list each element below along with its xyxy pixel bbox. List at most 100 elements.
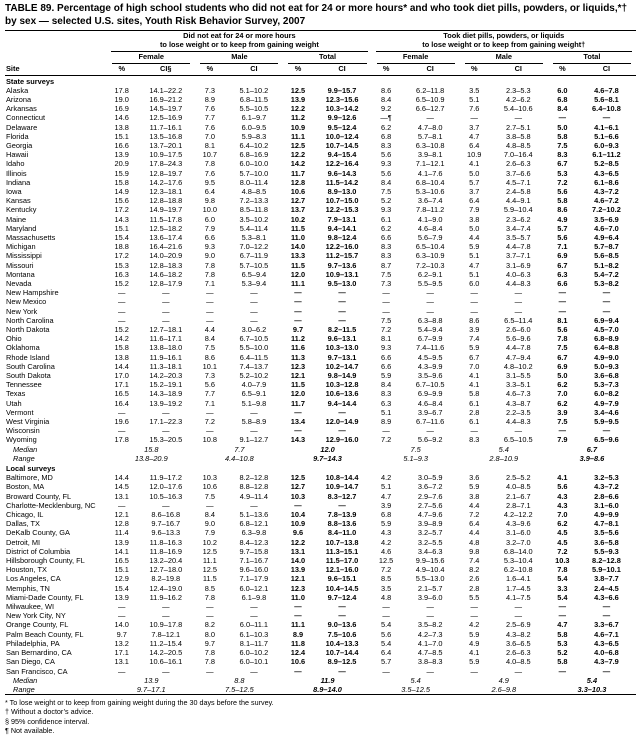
table-row: South Dakota 17.0 14.2–20.3 7.3 5.2–10.2 12.1… bbox=[5, 371, 636, 380]
male-header-2: Male bbox=[460, 52, 548, 64]
value-cell: 9.8 bbox=[204, 196, 215, 206]
table-row: Illinois 15.9 12.8–19.7 7.6 5.7–10.0 11.7 9.6–… bbox=[5, 169, 636, 178]
value-cell: 8.9 bbox=[204, 94, 215, 104]
value-cell: 10.1 bbox=[202, 361, 218, 371]
value-cell: 14.2 bbox=[114, 334, 129, 344]
value-cell: 6.0–9.5 bbox=[241, 122, 267, 132]
value-cell: 15.6 bbox=[114, 196, 129, 206]
value-cell: 7.4 bbox=[469, 334, 480, 344]
value-cell: 11.9–16.1 bbox=[149, 352, 182, 362]
value-cell: 6.0 bbox=[204, 214, 215, 224]
value-cell: 13.7 bbox=[290, 205, 306, 215]
value-cell: 4.1–6.1 bbox=[594, 122, 619, 132]
value-cell: 12.7–18.0 bbox=[149, 565, 183, 575]
value-cell: 5.6 bbox=[380, 629, 392, 639]
value-cell: — bbox=[250, 315, 258, 325]
measure-header-row: % CI§ % CI % CI % CI % CI % CI bbox=[5, 63, 636, 76]
value-cell: 3.9–6.0 bbox=[417, 592, 443, 602]
table-row: San Francisco, CA — — — — — — — — — — — — bbox=[5, 667, 636, 676]
section-title: Local surveys bbox=[6, 464, 56, 474]
value-cell: 20.9 bbox=[114, 159, 129, 169]
group1-line1: Did not eat for 24 or more hours bbox=[183, 31, 296, 40]
table-row: Milwaukee, WI — — — — — — — — — — — — bbox=[5, 602, 636, 611]
group-header-dietpills: Took diet pills, powders, or liquids to … bbox=[372, 31, 636, 52]
site-name: Utah bbox=[6, 398, 22, 408]
value-cell: 6.8 bbox=[380, 510, 392, 520]
value-cell: 12.5 bbox=[202, 565, 218, 575]
value-cell: — bbox=[162, 297, 170, 307]
value-cell: 7.4–13.7 bbox=[239, 361, 269, 371]
value-cell: 3.2–7.0 bbox=[505, 537, 531, 547]
value-cell: 12.8–18.3 bbox=[149, 260, 183, 270]
site-name: New Hampshire bbox=[6, 288, 59, 298]
value-cell: 5.2 bbox=[380, 196, 392, 206]
value-cell: 6.1–10.3 bbox=[239, 629, 269, 639]
site-name: Maryland bbox=[6, 223, 37, 233]
stat-value: 4.4–10.8 bbox=[225, 453, 254, 463]
table-row: Maryland 15.1 12.5–18.2 7.9 5.4–11.4 11.5 9.4–… bbox=[5, 224, 636, 233]
value-cell: 5.0 bbox=[469, 168, 480, 178]
value-cell: 2.7–5.1 bbox=[505, 122, 531, 132]
value-cell: 4.5–9.5 bbox=[417, 352, 443, 362]
ci-header: CI bbox=[224, 63, 284, 76]
value-cell: 8.2–12.8 bbox=[592, 556, 621, 566]
value-cell: 4.9–9.0 bbox=[594, 352, 619, 362]
value-cell: 4.3–9.6 bbox=[505, 519, 531, 529]
value-cell: 15.2 bbox=[114, 324, 129, 334]
table-row: North Dakota 15.2 12.7–18.1 4.4 3.0–6.2 9.7 8.… bbox=[5, 325, 636, 334]
value-cell: 5.4–7.2 bbox=[594, 269, 619, 279]
site-name: District of Columbia bbox=[6, 546, 71, 556]
value-cell: 11.0 bbox=[290, 232, 305, 242]
value-cell: 6.5–9.4 bbox=[241, 269, 267, 279]
table-row: Missouri 15.3 12.8–18.3 7.8 5.7–10.5 11.5 9.7–… bbox=[5, 261, 636, 270]
value-cell: — bbox=[602, 426, 611, 436]
value-cell: — bbox=[382, 288, 390, 298]
group-header-fasting: Did not eat for 24 or more hours to lose… bbox=[107, 31, 371, 52]
site-name: South Carolina bbox=[6, 361, 55, 371]
value-cell: 4.1–7.6 bbox=[417, 168, 443, 178]
value-cell: 12.0–17.6 bbox=[149, 482, 183, 492]
site-name: Delaware bbox=[6, 122, 38, 132]
value-cell: — bbox=[118, 602, 126, 612]
value-cell: — bbox=[426, 666, 434, 676]
value-cell: 5.9 bbox=[469, 343, 480, 353]
value-cell: 5.9–10.1 bbox=[592, 565, 621, 575]
value-cell: 7.9–13.1 bbox=[327, 214, 357, 224]
value-cell: 5.7–8.1 bbox=[417, 131, 443, 141]
value-cell: 13.8–18.0 bbox=[149, 343, 183, 353]
value-cell: 10.6 bbox=[290, 186, 306, 196]
value-cell: 4.3 bbox=[380, 528, 392, 538]
value-cell: — bbox=[602, 611, 611, 621]
value-cell: 11.5 bbox=[290, 380, 305, 390]
value-cell: 12.2 bbox=[290, 150, 306, 160]
value-cell: 4.4 bbox=[469, 528, 480, 538]
value-cell: 3.8 bbox=[469, 214, 480, 224]
value-cell: 7.6 bbox=[469, 104, 480, 114]
pct-header: % bbox=[283, 63, 313, 76]
value-cell: 3.5–9.6 bbox=[417, 371, 443, 380]
value-cell: 5.5–9.5 bbox=[417, 278, 443, 288]
value-cell: — bbox=[602, 306, 611, 316]
value-cell: 7.6 bbox=[204, 104, 215, 114]
value-cell: 5.0 bbox=[469, 223, 480, 233]
value-cell: 14.1 bbox=[114, 546, 129, 556]
value-cell: 2.2–3.5 bbox=[505, 407, 531, 417]
value-cell: 6.9–9.4 bbox=[594, 315, 619, 325]
value-cell: — bbox=[558, 297, 567, 307]
value-cell: 3.6–7.2 bbox=[417, 482, 443, 492]
stat-value: 12.0 bbox=[320, 444, 335, 454]
value-cell: 3.9–8.1 bbox=[417, 150, 443, 160]
value-cell: 4.8–8.5 bbox=[505, 140, 531, 150]
value-cell: 11.5 bbox=[290, 260, 305, 270]
value-cell: 9.6–13.1 bbox=[327, 334, 357, 344]
value-cell: 8.3 bbox=[380, 140, 392, 150]
value-cell: 2.4–4.5 bbox=[594, 583, 619, 593]
value-cell: 6.0 bbox=[469, 278, 480, 288]
value-cell: 4.8–10.2 bbox=[503, 361, 533, 371]
value-cell: 6.3–9.8 bbox=[241, 528, 267, 538]
value-cell: — bbox=[162, 315, 170, 325]
value-cell: 2.6–6.0 bbox=[505, 324, 531, 334]
site-name: Arizona bbox=[6, 94, 32, 104]
value-cell: 5.4 bbox=[557, 574, 568, 584]
value-cell: 5.2–8.5 bbox=[594, 159, 619, 169]
